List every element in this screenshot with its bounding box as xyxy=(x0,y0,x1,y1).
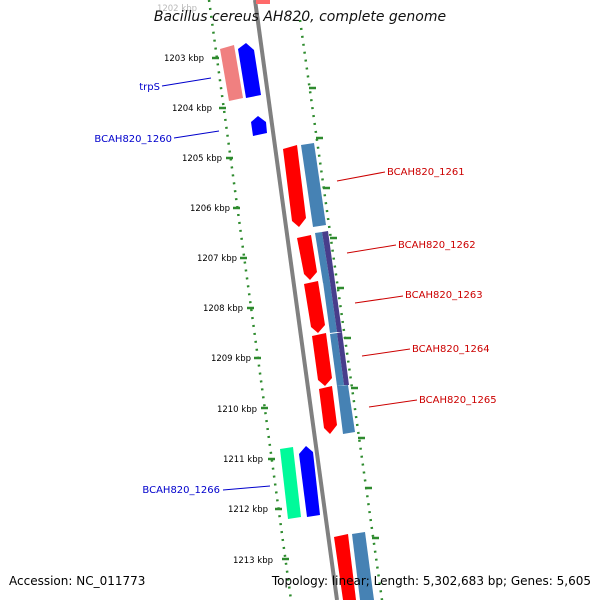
scale-label: 1206 kbp xyxy=(190,204,230,214)
gene-trps-light xyxy=(220,45,243,101)
scale-label: 1207 kbp xyxy=(197,254,237,264)
scale-label: 1213 kbp xyxy=(233,556,273,566)
left-major-ticks xyxy=(212,56,289,561)
gene-1263-dark xyxy=(330,282,342,332)
gene-1266-blue xyxy=(299,446,320,517)
gene-1263-red xyxy=(304,281,325,333)
feature-label-trps[interactable]: trpS xyxy=(139,82,160,93)
gene-1264-steel xyxy=(330,333,344,386)
gene-1264-dark xyxy=(337,332,349,385)
map-title: Bacillus cereus AH820, complete genome xyxy=(153,9,447,25)
gene-1262-red xyxy=(297,235,317,280)
feature-label-1261[interactable]: BCAH820_1261 xyxy=(387,167,465,178)
genome-summary-text: Topology: linear; Length: 5,302,683 bp; … xyxy=(271,574,591,588)
gene-1260 xyxy=(251,116,267,136)
feature-label-1264[interactable]: BCAH820_1264 xyxy=(412,344,490,355)
scale-label-top: 1202 kbp xyxy=(157,4,197,14)
gene-1263-steel xyxy=(323,282,337,333)
label-leaders-right xyxy=(336,171,418,408)
feature-label-1263[interactable]: BCAH820_1263 xyxy=(405,290,483,301)
scale-label: 1209 kbp xyxy=(211,354,251,364)
gene-bottom-red xyxy=(334,534,356,600)
feature-label-1265[interactable]: BCAH820_1265 xyxy=(419,395,497,406)
feature-label-1260[interactable]: BCAH820_1260 xyxy=(94,134,172,145)
accession-text: Accession: NC_011773 xyxy=(9,574,146,588)
scale-label: 1203 kbp xyxy=(164,54,204,64)
gene-1262-dark xyxy=(322,231,335,282)
gene-trps-blue xyxy=(238,43,261,98)
label-leaders-left xyxy=(161,77,271,491)
gene-1261-steel xyxy=(301,143,326,227)
left-scale-line xyxy=(207,0,293,600)
feature-label-1262[interactable]: BCAH820_1262 xyxy=(398,240,476,251)
gene-1265-red xyxy=(319,386,337,434)
right-major-ticks xyxy=(309,86,379,540)
scale-label: 1208 kbp xyxy=(203,304,243,314)
gene-1264-red xyxy=(312,333,332,386)
feature-label-1266[interactable]: BCAH820_1266 xyxy=(142,485,220,496)
gene-1261-red xyxy=(283,145,306,227)
scale-label: 1212 kbp xyxy=(228,505,268,515)
scale-label: 1211 kbp xyxy=(223,455,263,465)
gene-1266-green xyxy=(280,447,301,519)
right-scale-line xyxy=(298,19,384,600)
scale-label: 1204 kbp xyxy=(172,104,212,114)
gene-1265-steel xyxy=(337,385,355,434)
gene-top-partial xyxy=(256,0,270,4)
gene-1262-steel xyxy=(315,232,330,283)
gene-bottom-steel xyxy=(352,532,374,600)
genome-backbone xyxy=(253,0,339,600)
scale-label: 1210 kbp xyxy=(217,405,257,415)
scale-label: 1205 kbp xyxy=(182,154,222,164)
